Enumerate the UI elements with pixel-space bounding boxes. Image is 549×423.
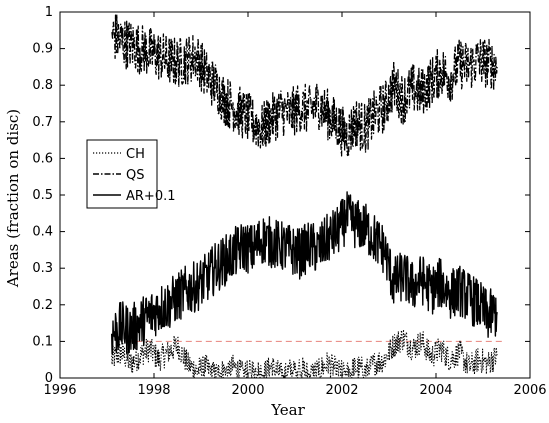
series-line-qs — [111, 14, 498, 158]
x-tick-label: 1996 — [43, 383, 76, 398]
series-line-ch — [111, 328, 498, 379]
legend-label: CH — [126, 147, 145, 162]
x-tick-label: 2004 — [419, 383, 452, 398]
legend-label: QS — [126, 168, 144, 183]
y-tick-label: 0.9 — [32, 42, 53, 57]
y-tick-label: 0.3 — [32, 261, 53, 276]
y-axis-label: Areas (fraction on disc) — [4, 109, 22, 288]
x-tick-label: 2000 — [231, 383, 264, 398]
series-layer — [111, 14, 502, 379]
y-tick-label: 0.6 — [32, 151, 53, 166]
x-tick-label: 2006 — [513, 383, 546, 398]
x-tick-label: 2002 — [325, 383, 358, 398]
x-tick-label: 1998 — [137, 383, 170, 398]
y-tick-label: 0.1 — [32, 334, 53, 349]
y-tick-label: 0.4 — [32, 225, 53, 240]
y-tick-label: 0.2 — [32, 298, 53, 313]
y-tick-label: 0.5 — [32, 188, 53, 203]
y-tick-label: 0.8 — [32, 78, 53, 93]
legend: CH QS AR+0.1 — [86, 139, 176, 209]
y-tick-label: 1 — [45, 5, 53, 20]
legend-label: AR+0.1 — [126, 189, 176, 204]
y-tick-label: 0 — [45, 371, 53, 386]
series-line-ar-0-1 — [111, 191, 498, 355]
y-tick-label: 0.7 — [32, 115, 53, 130]
x-axis-label: Year — [270, 401, 305, 419]
ticks-layer: 1996 1998 2000 2002 2004 2006 0 0.1 0.2 0.3 0.4 0.5… — [32, 5, 546, 398]
